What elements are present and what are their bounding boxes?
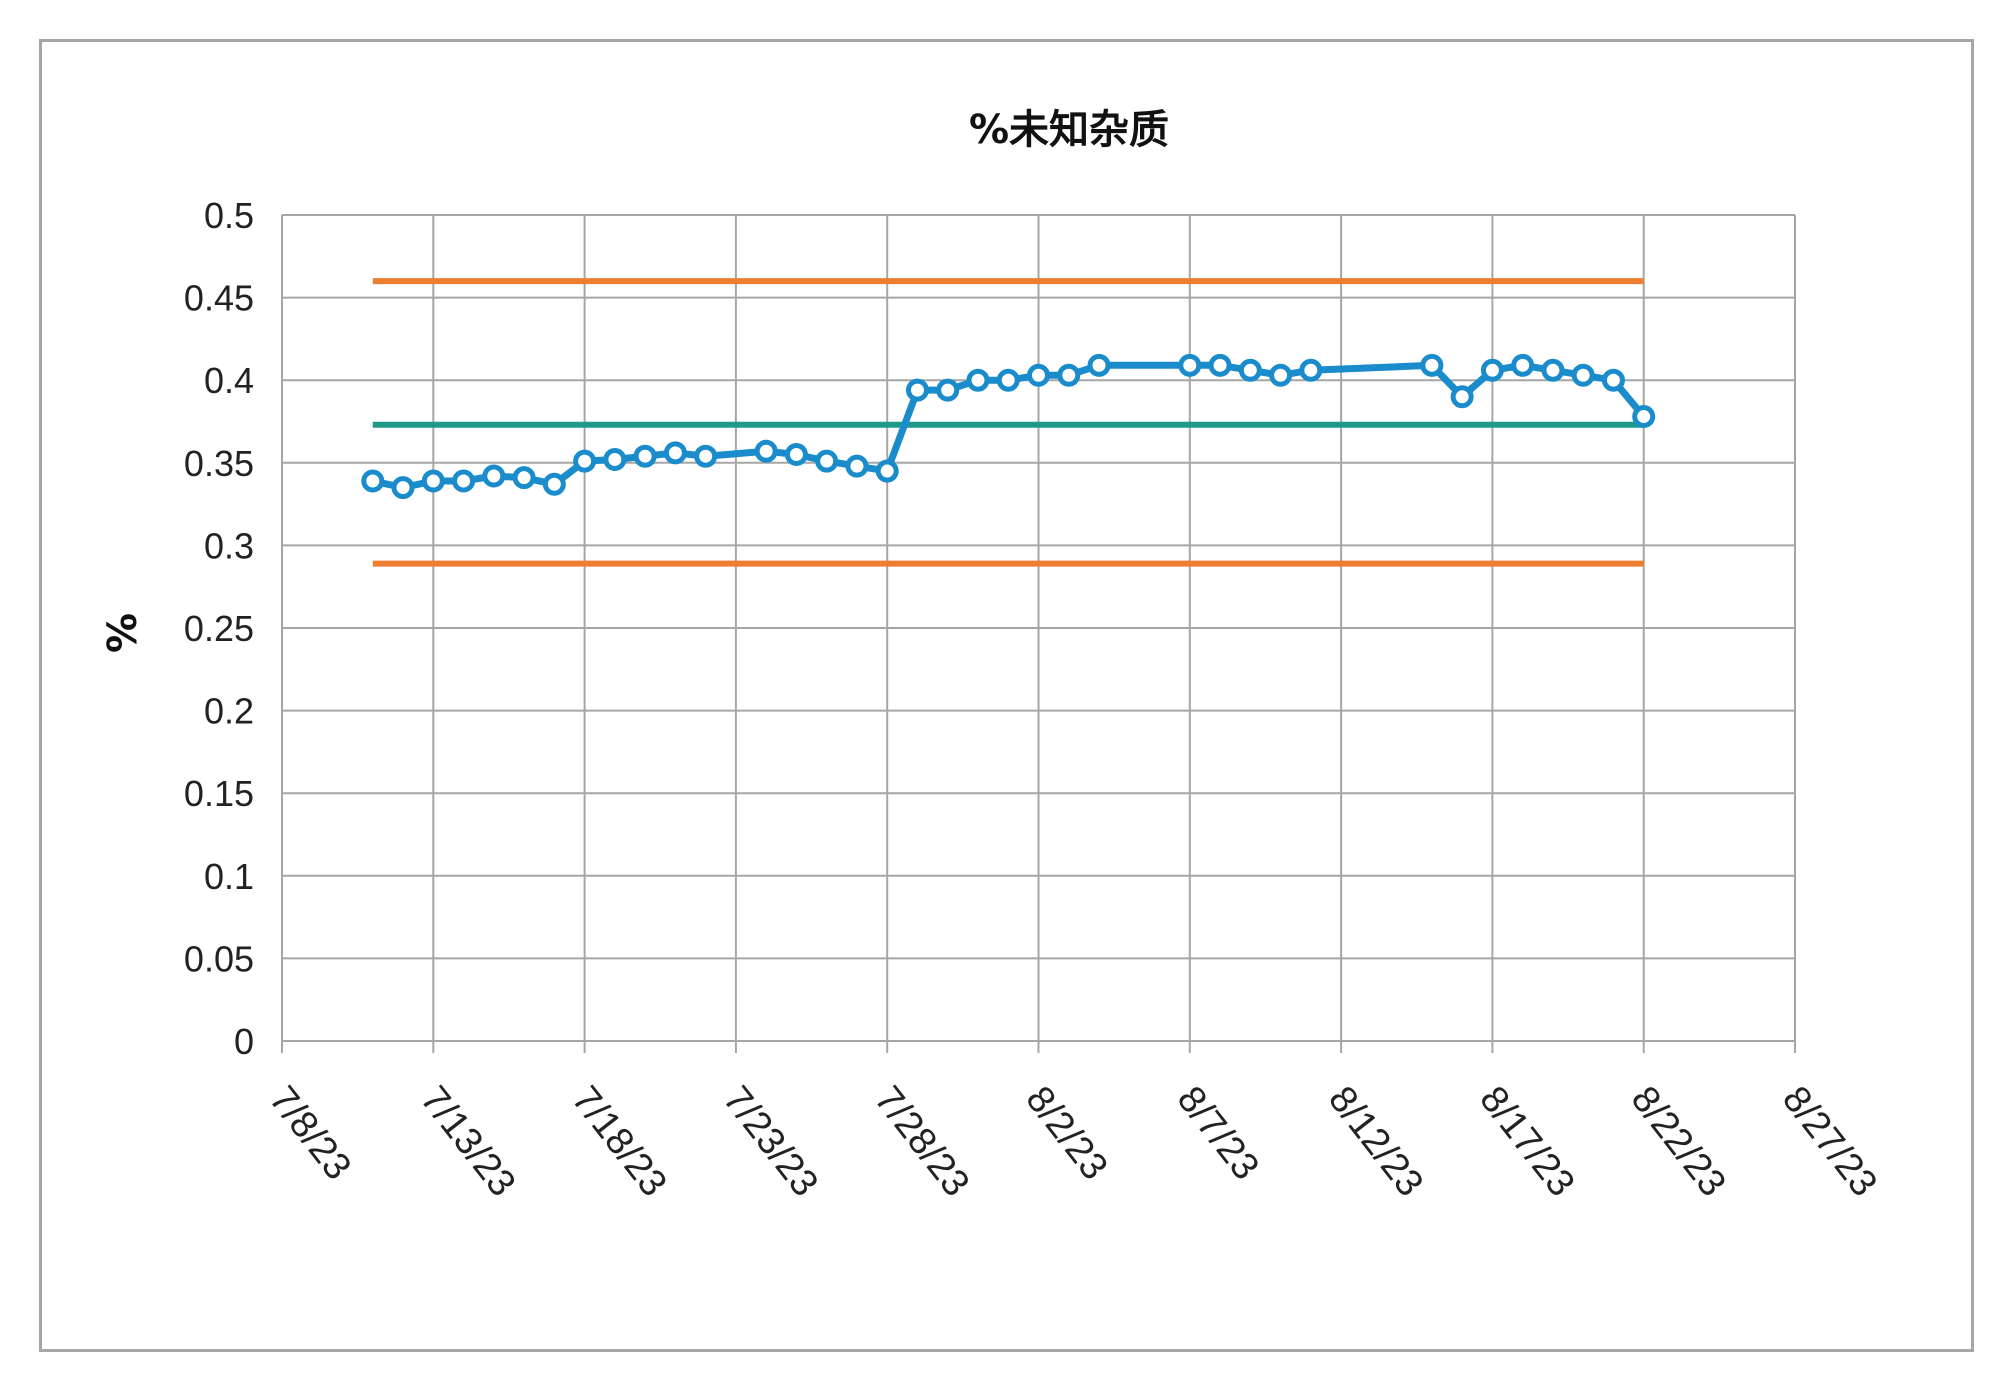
y-tick-label: 0.1 xyxy=(204,856,254,897)
data-point xyxy=(1420,353,1444,377)
data-point xyxy=(1571,363,1595,387)
chart-frame xyxy=(39,39,1974,1352)
x-tick-label: 8/12/23 xyxy=(1320,1079,1431,1205)
data-point xyxy=(1480,358,1504,382)
data-point xyxy=(966,368,990,392)
data-point xyxy=(1178,353,1202,377)
x-tick-label: 7/13/23 xyxy=(412,1079,523,1205)
x-tick-label: 8/17/23 xyxy=(1471,1079,1582,1205)
data-point xyxy=(1511,353,1535,377)
x-tick-label: 7/23/23 xyxy=(715,1079,826,1205)
data-point xyxy=(815,449,839,473)
y-tick-label: 0.4 xyxy=(204,360,254,401)
data-point xyxy=(421,469,445,493)
x-tick-label: 8/2/23 xyxy=(1017,1079,1115,1188)
data-point xyxy=(452,469,476,493)
data-point xyxy=(391,476,415,500)
data-point xyxy=(875,459,899,483)
data-point xyxy=(482,464,506,488)
x-tick-label: 7/28/23 xyxy=(866,1079,977,1205)
data-point xyxy=(1238,358,1262,382)
y-tick-label: 0.45 xyxy=(184,278,254,319)
data-point xyxy=(936,378,960,402)
data-point xyxy=(694,444,718,468)
x-tick-label: 8/27/23 xyxy=(1774,1079,1885,1205)
y-tick-label: 0.25 xyxy=(184,608,254,649)
data-point xyxy=(1450,385,1474,409)
data-point xyxy=(542,472,566,496)
data-point xyxy=(1601,368,1625,392)
y-tick-label: 0.2 xyxy=(204,691,254,732)
data-point xyxy=(754,439,778,463)
data-point xyxy=(663,441,687,465)
data-point xyxy=(905,378,929,402)
data-point xyxy=(1087,353,1111,377)
data-point xyxy=(573,449,597,473)
data-point xyxy=(1299,358,1323,382)
data-point xyxy=(1057,363,1081,387)
data-point xyxy=(361,469,385,493)
data-point xyxy=(784,443,808,467)
y-tick-label: 0.05 xyxy=(184,938,254,979)
y-tick-label: 0.35 xyxy=(184,443,254,484)
x-tick-label: 7/8/23 xyxy=(261,1079,359,1188)
data-point xyxy=(1208,353,1232,377)
data-point xyxy=(512,466,536,490)
data-point xyxy=(633,444,657,468)
data-point xyxy=(603,447,627,471)
data-point xyxy=(1027,363,1050,387)
data-point xyxy=(845,454,869,478)
x-tick-label: 7/18/23 xyxy=(564,1079,675,1205)
y-tick-label: 0 xyxy=(234,1021,254,1062)
plot-area: 0 0.05 0.1 0.15 0.2 0.25 0.3 0.35 0.4 0.45 0.5 7/8/… xyxy=(184,195,1885,1204)
y-axis-label: % xyxy=(100,613,146,653)
data-point xyxy=(996,368,1020,392)
data-point xyxy=(1269,363,1293,387)
y-tick-label: 0.15 xyxy=(184,773,254,814)
x-tick-label: 8/22/23 xyxy=(1623,1079,1734,1205)
data-point xyxy=(1541,358,1565,382)
data-point xyxy=(1632,405,1656,429)
x-tick-label: 8/7/23 xyxy=(1169,1079,1267,1188)
y-tick-label: 0.3 xyxy=(204,525,254,566)
y-tick-label: 0.5 xyxy=(204,195,254,236)
chart-title: %未知杂质 xyxy=(969,107,1169,153)
